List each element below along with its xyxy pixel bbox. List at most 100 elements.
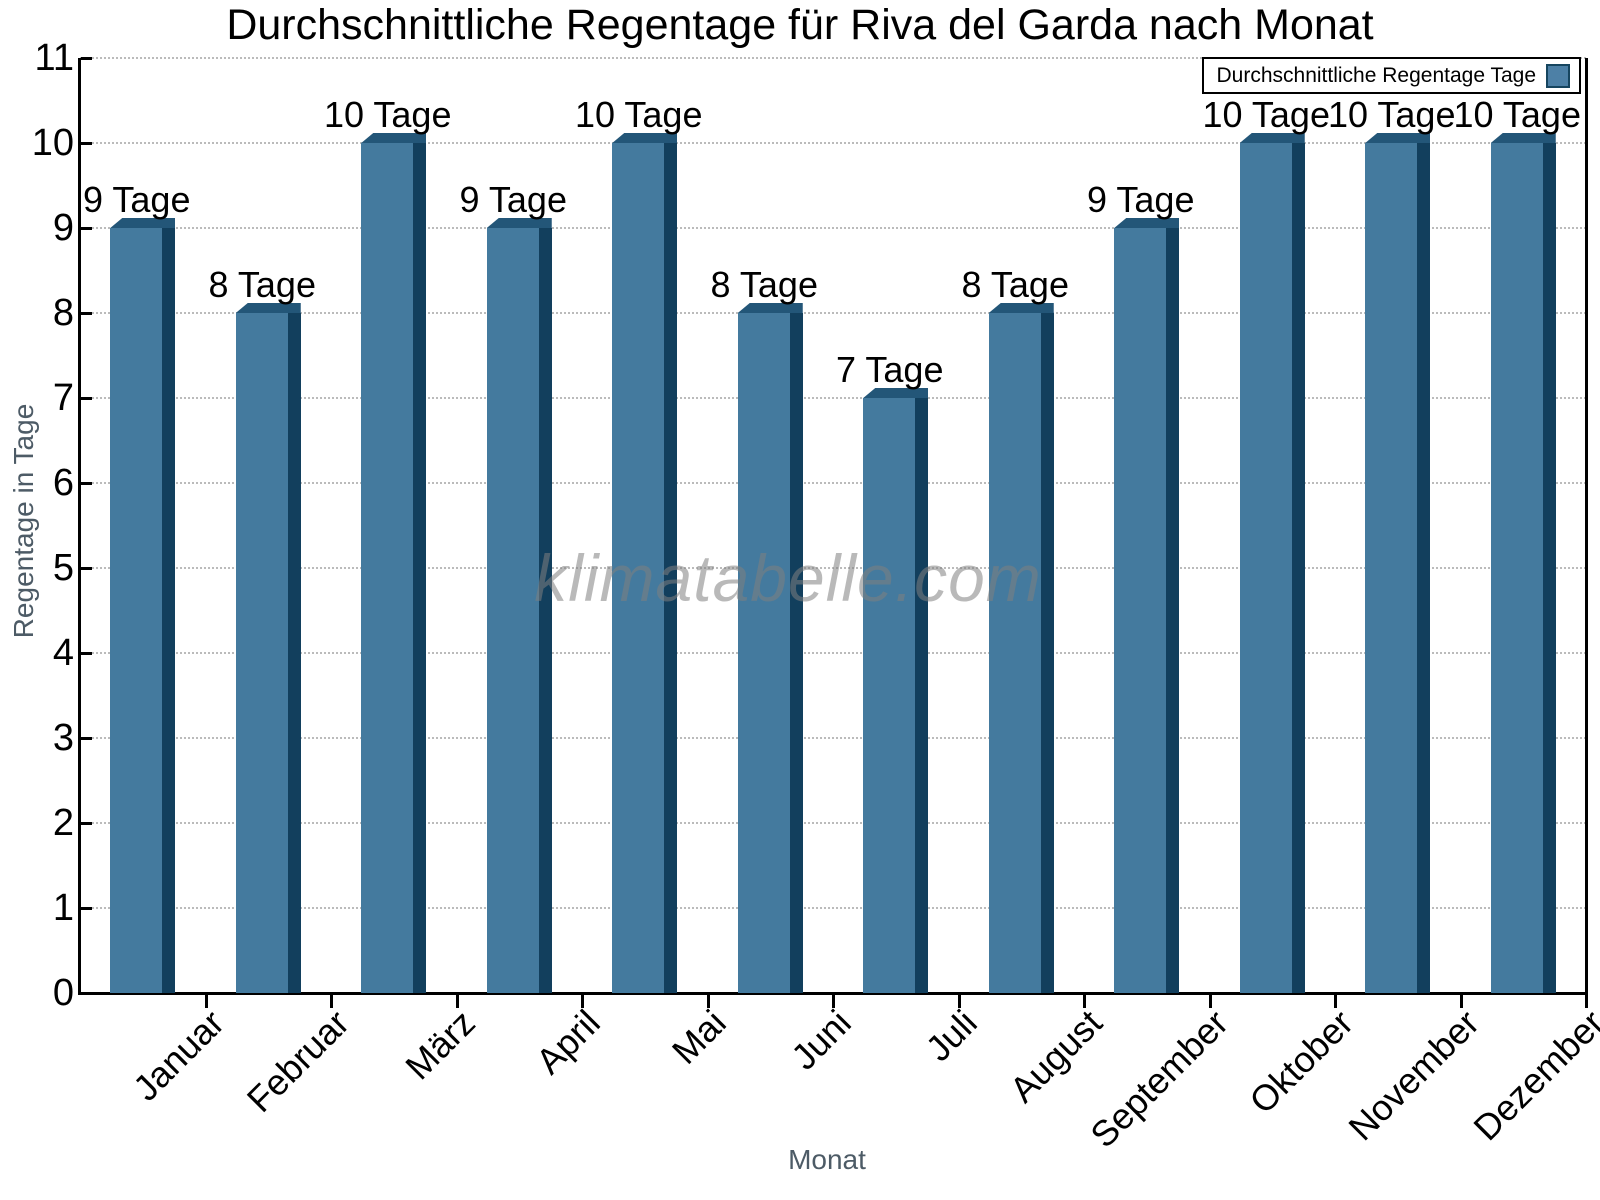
bar xyxy=(863,388,929,993)
x-tick xyxy=(455,994,459,1008)
bar-side xyxy=(1417,143,1431,993)
bar-value-label: 7 Tage xyxy=(836,349,944,390)
legend: Durchschnittliche Regentage Tage xyxy=(1202,57,1581,94)
bar-top-bevel xyxy=(1239,133,1305,143)
y-tick-label: 10 xyxy=(31,122,74,164)
x-tick xyxy=(832,994,835,1008)
y-tick xyxy=(81,907,92,910)
x-tick xyxy=(204,994,208,1008)
bar-face xyxy=(988,313,1041,993)
bar-face xyxy=(1490,143,1543,993)
bar-side xyxy=(1166,228,1180,993)
x-tick xyxy=(1459,994,1463,1008)
x-tick xyxy=(330,994,333,1008)
y-tick xyxy=(81,567,92,570)
y-tick-label: 7 xyxy=(52,377,74,419)
gridline xyxy=(80,57,1586,59)
y-tick-label: 9 xyxy=(52,207,74,249)
bar-side xyxy=(1040,313,1054,993)
gridline xyxy=(80,312,1586,314)
y-tick xyxy=(81,652,92,655)
bar-face xyxy=(1365,143,1418,993)
bar xyxy=(988,303,1054,993)
y-tick xyxy=(81,992,92,995)
watermark: klimatabelle.com xyxy=(534,541,1042,615)
y-tick-label: 4 xyxy=(52,632,74,674)
bar-face xyxy=(361,143,414,993)
bar xyxy=(110,218,176,993)
bar-top-bevel xyxy=(110,218,176,228)
x-tick xyxy=(706,994,710,1008)
right-axis-line xyxy=(1585,58,1588,995)
bar xyxy=(361,133,427,993)
bar-value-label: 8 Tage xyxy=(710,264,818,305)
y-tick xyxy=(81,57,92,60)
bar-face xyxy=(863,398,916,993)
bar-value-label: 8 Tage xyxy=(208,264,316,305)
bar-face xyxy=(110,228,163,993)
gridline xyxy=(80,397,1586,399)
bar-value-label: 10 Tage xyxy=(1453,94,1581,135)
bar xyxy=(235,303,301,993)
y-tick xyxy=(81,312,92,315)
bar-value-label: 10 Tage xyxy=(1328,94,1456,135)
y-tick-label: 8 xyxy=(52,292,74,334)
bar-top-bevel xyxy=(612,133,678,143)
gridline xyxy=(80,567,1586,569)
y-tick xyxy=(81,737,92,740)
gridline xyxy=(80,652,1586,654)
bar-side xyxy=(287,313,301,993)
legend-label: Durchschnittliche Regentage Tage xyxy=(1216,63,1536,87)
y-tick-label: 5 xyxy=(52,547,74,589)
x-tick xyxy=(1083,994,1086,1008)
bar-value-label: 9 Tage xyxy=(459,179,567,220)
bar-side xyxy=(789,313,803,993)
bar-top-bevel xyxy=(988,303,1054,313)
gridline xyxy=(80,907,1586,909)
y-tick-label: 6 xyxy=(52,462,74,504)
y-axis-line xyxy=(78,58,81,995)
bar-face xyxy=(1114,228,1167,993)
y-tick xyxy=(81,482,92,485)
bar-value-label: 8 Tage xyxy=(961,264,1069,305)
bar-side xyxy=(664,143,678,993)
gridline xyxy=(80,822,1586,824)
bar-value-label: 10 Tage xyxy=(324,94,452,135)
y-tick xyxy=(81,142,92,145)
bar-top-bevel xyxy=(235,303,301,313)
x-axis-line xyxy=(78,992,1588,995)
bar-value-label: 9 Tage xyxy=(1087,179,1195,220)
bar-side xyxy=(1542,143,1556,993)
gridline xyxy=(80,482,1586,484)
x-tick xyxy=(1334,994,1337,1008)
bar-top-bevel xyxy=(1365,133,1431,143)
bar-face xyxy=(486,228,539,993)
bar xyxy=(1114,218,1180,993)
x-tick xyxy=(957,994,961,1008)
bar-top-bevel xyxy=(1114,218,1180,228)
y-tick-label: 1 xyxy=(52,887,74,929)
bar-top-bevel xyxy=(361,133,427,143)
gridline xyxy=(80,142,1586,144)
x-tick xyxy=(1585,994,1588,1008)
bar xyxy=(486,218,552,993)
y-tick xyxy=(81,227,92,230)
y-tick xyxy=(81,822,92,825)
y-tick-label: 3 xyxy=(52,717,74,759)
x-tick xyxy=(1208,994,1212,1008)
bar xyxy=(1365,133,1431,993)
bar-side xyxy=(915,398,929,993)
bar-value-label: 10 Tage xyxy=(1202,94,1330,135)
bar-side xyxy=(1291,143,1305,993)
bar-face xyxy=(737,313,790,993)
bar-face xyxy=(612,143,665,993)
bar-value-label: 10 Tage xyxy=(575,94,703,135)
bar xyxy=(737,303,803,993)
bar xyxy=(612,133,678,993)
chart-title: Durchschnittliche Regentage für Riva del… xyxy=(226,1,1374,49)
x-tick xyxy=(581,994,584,1008)
y-tick-label: 0 xyxy=(52,972,74,1014)
gridline xyxy=(80,737,1586,739)
bar-face xyxy=(1239,143,1292,993)
